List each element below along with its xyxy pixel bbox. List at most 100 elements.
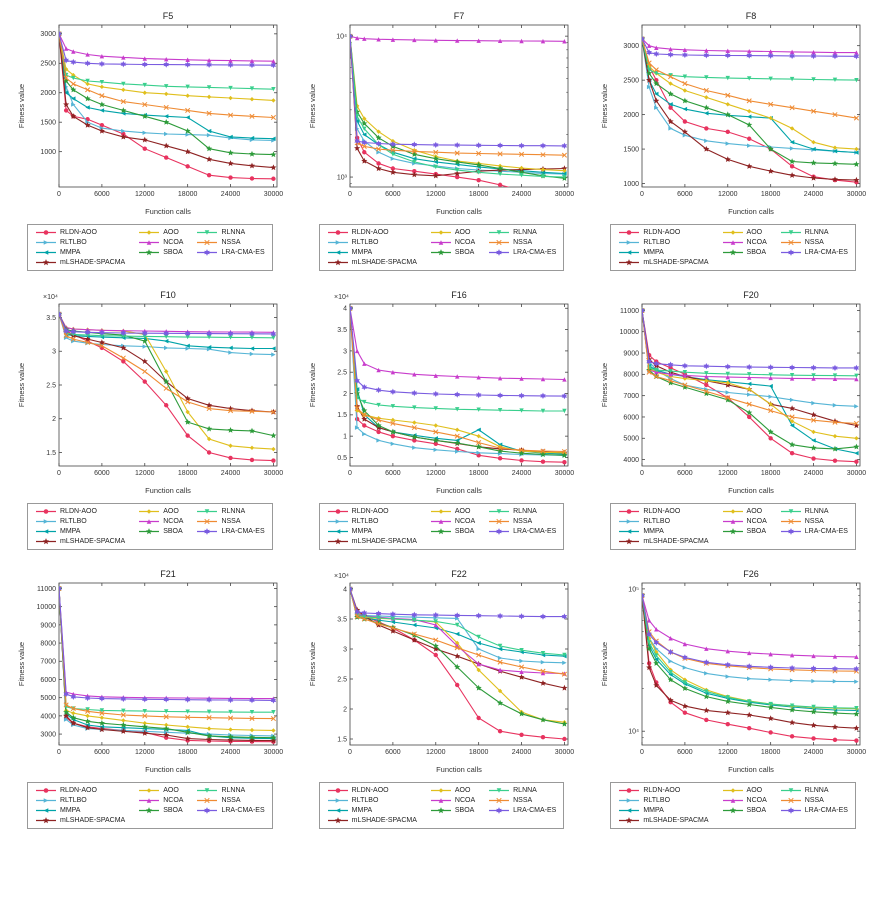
x-axis-label: Function calls xyxy=(728,207,774,216)
series-ncoa xyxy=(350,33,568,44)
legend-item-ncoa: NCOA xyxy=(138,796,183,805)
legend-label: AOO xyxy=(454,508,471,515)
series-lra-cma-es xyxy=(642,35,860,60)
y-tick-label: 2500 xyxy=(40,61,56,68)
x-tick-label: 12000 xyxy=(718,749,738,756)
legend-sample-rltlbo-icon xyxy=(327,240,348,245)
legend-item-nssa: NSSA xyxy=(196,796,264,805)
y-tick-label: 0.5 xyxy=(338,455,348,462)
legend-item-nssa: NSSA xyxy=(488,517,556,526)
legend-label: LRA-CMA-ES xyxy=(804,249,848,256)
plot-F20: 0 6000 12000 18000 24000 30000 4000 5000 6000 700… xyxy=(600,290,866,495)
legend-sample-sboa-icon xyxy=(430,807,451,814)
legend-column: AOO NCOA SBOA xyxy=(138,786,183,825)
legend-item-mlshade-spacma: mLSHADE-SPACMA xyxy=(618,816,709,825)
legend-label: RLTLBO xyxy=(60,239,87,246)
legend-item-mmpa: MMPA xyxy=(327,806,417,815)
x-tick-label: 24000 xyxy=(512,749,532,756)
series-nssa xyxy=(58,311,276,415)
legend-column: RLNNA NSSA LRA-CMA-ES xyxy=(488,228,556,267)
y-tick-label: 10⁴ xyxy=(337,34,348,41)
legend-item-ncoa: NCOA xyxy=(138,238,183,247)
series-aoo xyxy=(58,31,276,103)
legend-item-rldn-aoo: RLDN-AOO xyxy=(327,228,417,237)
y-tick-label: 10⁵ xyxy=(628,586,639,593)
legend-sample-sboa-icon xyxy=(139,249,160,256)
legend-item-ncoa: NCOA xyxy=(430,517,475,526)
x-tick-label: 0 xyxy=(57,191,61,198)
x-tick-label: 12000 xyxy=(427,749,447,756)
legend-label: SBOA xyxy=(163,249,183,256)
legend-label: mLSHADE-SPACMA xyxy=(643,538,709,545)
legend-sample-rldn-aoo-icon xyxy=(36,230,56,235)
legend-label: NSSA xyxy=(221,518,241,525)
legend-column: AOO NCOA SBOA xyxy=(722,507,767,546)
y-tick-label: 7000 xyxy=(40,659,56,666)
legend-label: LRA-CMA-ES xyxy=(221,807,265,814)
y-tick-label: 4000 xyxy=(40,713,56,720)
legend-label: MMPA xyxy=(351,249,373,256)
legend-item-sboa: SBOA xyxy=(430,806,475,815)
legend-label: LRA-CMA-ES xyxy=(221,249,265,256)
series-lra-cma-es xyxy=(350,305,568,400)
legend-label: RLDN-AOO xyxy=(60,229,97,236)
legend-item-mmpa: MMPA xyxy=(618,806,708,815)
legend-sample-sboa-icon xyxy=(430,528,451,535)
plot-F21: 0 6000 12000 18000 24000 30000 3000 4000 5000 600… xyxy=(17,569,283,774)
legend-item-mmpa: MMPA xyxy=(618,527,708,536)
legend-item-rltlbo: RLTLBO xyxy=(618,517,708,526)
x-tick-label: 18000 xyxy=(469,191,489,198)
legend-label: RLNNA xyxy=(221,229,246,236)
legend-label: MMPA xyxy=(351,528,373,535)
x-tick-label: 18000 xyxy=(761,470,781,477)
legend-column: RLNNA NSSA LRA-CMA-ES xyxy=(488,786,556,825)
x-tick-label: 30000 xyxy=(555,749,575,756)
legend-column: RLDN-AOO RLTLBO MMPA mLSHADE-SPACMA xyxy=(327,786,417,825)
y-tick-label: 10000 xyxy=(36,604,56,611)
x-tick-label: 30000 xyxy=(847,749,867,756)
legend-label: AOO xyxy=(746,787,763,794)
legend-item-lra-cma-es: LRA-CMA-ES xyxy=(196,527,265,536)
legend-item-sboa: SBOA xyxy=(722,527,767,536)
legend-item-rltlbo: RLTLBO xyxy=(327,517,417,526)
chart-title: F10 xyxy=(160,290,176,300)
legend-sample-sboa-icon xyxy=(139,528,160,535)
plot-F22: 0 6000 12000 18000 24000 30000 1.5 2 2.5 3 3.5 4 F22… xyxy=(308,569,575,774)
x-tick-label: 18000 xyxy=(178,470,198,477)
legend-item-aoo: AOO xyxy=(430,507,475,516)
legend-sample-mlshade-spacma-icon xyxy=(619,817,640,824)
chart-title: F21 xyxy=(160,569,176,579)
legend-item-aoo: AOO xyxy=(722,228,767,237)
legend-sample-rldn-aoo-icon xyxy=(36,509,56,514)
series-lra-cma-es xyxy=(58,585,277,704)
legend-label: RLTLBO xyxy=(351,797,379,804)
y-tick-label: 8000 xyxy=(40,640,56,647)
series-lra-cma-es xyxy=(58,30,277,69)
legend-label: NCOA xyxy=(163,797,184,804)
y-axis-label: Fitness value xyxy=(600,363,609,407)
legend-sample-rlnna-icon xyxy=(780,230,801,235)
chart-F20: 0 6000 12000 18000 24000 30000 4000 5000 6000 700… xyxy=(587,287,879,550)
legend-label: mLSHADE-SPACMA xyxy=(351,538,417,545)
y-tick-label: 2.5 xyxy=(338,370,348,377)
legend-item-rlnna: RLNNA xyxy=(196,507,264,516)
legend-column: RLDN-AOO RLTLBO MMPA mLSHADE-SPACMA xyxy=(327,228,417,267)
legend-item-nssa: NSSA xyxy=(196,238,264,247)
legend-sample-rlnna-icon xyxy=(489,509,510,514)
x-axis-label: Function calls xyxy=(437,207,483,216)
series-ncoa xyxy=(350,306,568,382)
legend-sample-nssa-icon xyxy=(489,797,510,804)
series-rlnna xyxy=(642,36,859,83)
y-tick-label: 3000 xyxy=(40,731,56,738)
chart-title: F26 xyxy=(743,569,759,579)
x-tick-label: 0 xyxy=(640,470,644,477)
y-tick-label: 6000 xyxy=(40,677,56,684)
legend-item-nssa: NSSA xyxy=(196,517,264,526)
y-axis-label: Fitness value xyxy=(308,642,317,686)
x-tick-label: 0 xyxy=(640,749,644,756)
legend-item-rlnna: RLNNA xyxy=(780,228,848,237)
y-tick-label: 1 xyxy=(344,434,348,441)
x-tick-label: 18000 xyxy=(469,749,489,756)
y-tick-label: 3 xyxy=(344,348,348,355)
legend-label: MMPA xyxy=(351,807,373,814)
